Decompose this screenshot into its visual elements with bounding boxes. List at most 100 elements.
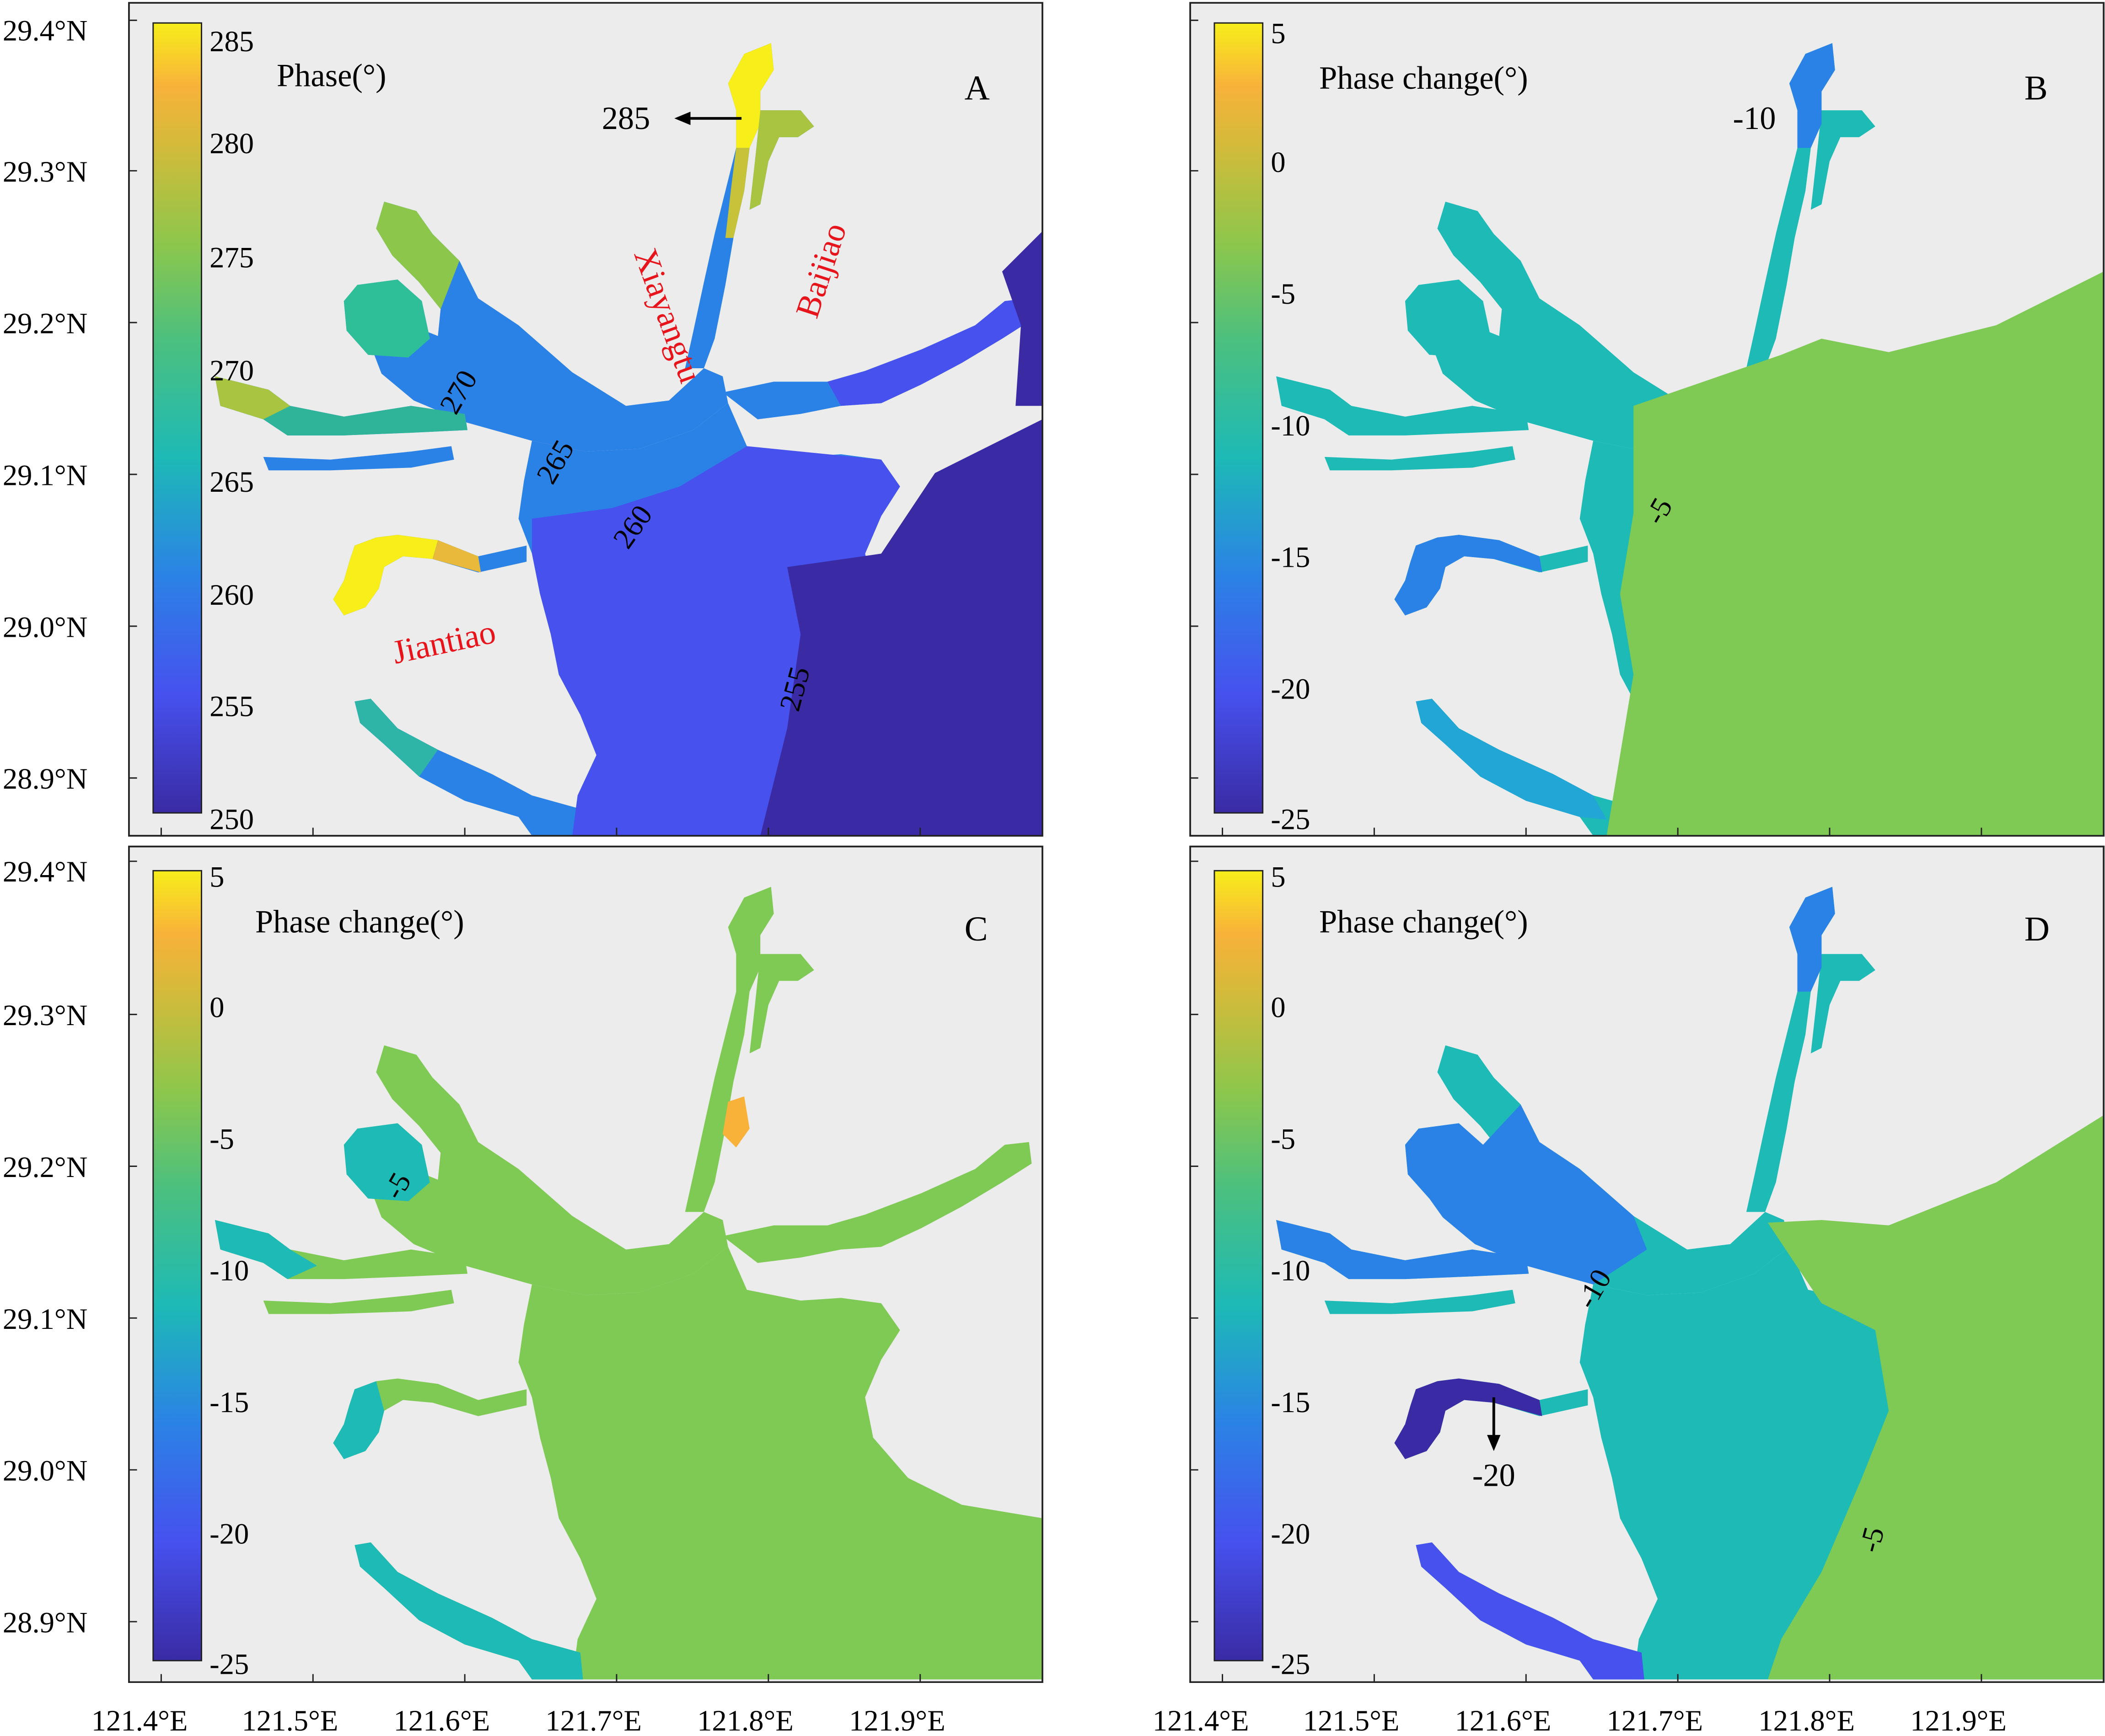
panel-A-letter: A — [965, 69, 990, 107]
contour-label-285: 285 — [602, 101, 650, 136]
x-tick-label: 121.4°E — [91, 1704, 188, 1736]
panel-A-south-inlet — [354, 699, 438, 777]
x-tick-label: 121.5°E — [1303, 1704, 1400, 1736]
panel-D-letter: D — [2024, 909, 2050, 948]
panel-A-jiantiao-mid — [432, 540, 481, 573]
frame-tick-marks — [129, 19, 1982, 1682]
arrow-minus-20-head — [1487, 1435, 1501, 1451]
x-axis-left: 121.4°E 121.5°E 121.6°E 121.7°E 121.8°E … — [91, 1704, 945, 1736]
panel-D-south-inlet — [1416, 1542, 1644, 1680]
panel-A-east-channel — [827, 298, 1032, 406]
panel-C-west-channel — [215, 1220, 317, 1279]
colorbar-tick: -10 — [209, 1254, 249, 1287]
y-tick-label: 29.4°N — [3, 855, 88, 888]
colorbar-tick: 0 — [1271, 145, 1285, 178]
contour-label-minus-20: -20 — [1472, 1457, 1515, 1493]
y-axis-bottom: 29.4°N 29.3°N 29.2°N 29.1°N 29.0°N 28.9°… — [3, 855, 88, 1639]
colorbar-tick: -15 — [1271, 541, 1310, 574]
panel-A-baijiao-mid — [725, 148, 750, 238]
colorbar-tick: -15 — [209, 1386, 249, 1419]
panel-C-upper-lobe — [344, 1123, 430, 1201]
colorbar-tick: -10 — [1271, 409, 1310, 442]
y-tick-label: 28.9°N — [3, 1606, 88, 1639]
x-axis-right: 121.4°E 121.5°E 121.6°E 121.7°E 121.8°E … — [1153, 1704, 2007, 1736]
colorbar-B — [1214, 22, 1264, 814]
panel-A-upper-lobe — [344, 279, 430, 358]
y-tick-label: 29.0°N — [3, 1454, 88, 1487]
colorbar-B-ticks: 5 0 -5 -10 -15 -20 -25 — [1271, 16, 1310, 835]
colorbar-C-ticks: 5 0 -5 -10 -15 -20 -25 — [209, 860, 249, 1681]
panel-A — [128, 2, 1043, 837]
panel-D-upper-channel — [1405, 1104, 1647, 1285]
colorbar-tick: -20 — [1271, 672, 1310, 705]
panel-B-south-inlet — [1416, 699, 1607, 820]
colorbar-tick: -25 — [209, 1648, 249, 1681]
colorbar-tick: 5 — [209, 860, 224, 893]
x-tick-label: 121.6°E — [1455, 1704, 1552, 1736]
colorbar-tick: 270 — [209, 354, 254, 387]
x-tick-label: 121.5°E — [242, 1704, 338, 1736]
colorbar-D-ticks: 5 0 -5 -10 -15 -20 -25 — [1271, 860, 1310, 1681]
colorbar-tick: 280 — [209, 127, 254, 160]
colorbar-tick: 0 — [209, 990, 224, 1023]
panel-C — [128, 845, 1043, 1683]
colorbar-tick: 260 — [209, 578, 254, 611]
colorbar-tick: -5 — [209, 1122, 234, 1155]
panel-B-jiantiao — [1394, 535, 1542, 616]
colorbar-tick: 0 — [1271, 990, 1285, 1023]
panel-B-letter: B — [2024, 69, 2048, 107]
x-tick-label: 121.7°E — [1606, 1704, 1703, 1736]
panel-D-baijiao-upper — [1789, 887, 1835, 992]
panel-A-jiantiao-head — [333, 535, 438, 616]
y-tick-label: 29.3°N — [3, 155, 88, 188]
colorbar-D — [1214, 870, 1264, 1661]
panel-B — [1189, 2, 2105, 837]
y-tick-label: 29.2°N — [3, 307, 88, 340]
panel-A-east-coast — [1002, 231, 1042, 406]
y-tick-label: 29.4°N — [3, 14, 88, 47]
panel-D-west-channel — [1276, 1220, 1529, 1279]
panel-A-deepest-sea — [760, 419, 1042, 836]
panel-A-west-tip — [215, 376, 290, 419]
x-tick-label: 121.7°E — [545, 1704, 642, 1736]
colorbar-A-ticks: 285 280 275 270 265 260 255 250 — [209, 25, 254, 835]
colorbar-tick: -5 — [1271, 1122, 1295, 1155]
panel-B-sea-green — [1606, 271, 2104, 836]
colorbar-tick: 255 — [209, 690, 254, 723]
panel-A-xiayangtu-upper — [376, 201, 460, 309]
x-tick-label: 121.9°E — [1910, 1704, 2007, 1736]
colorbar-C-label: Phase change(°) — [255, 904, 464, 940]
panel-A-baijiao-branch — [749, 110, 814, 210]
colorbar-tick: 285 — [209, 25, 254, 58]
colorbar-tick: -5 — [1271, 277, 1295, 310]
y-tick-label: 29.0°N — [3, 610, 88, 643]
x-tick-label: 121.6°E — [393, 1704, 490, 1736]
panel-D — [1189, 845, 2105, 1683]
panel-A-northwest-channel — [215, 376, 468, 435]
panel-B-baijiao-upper — [1789, 43, 1835, 148]
y-tick-label: 28.9°N — [3, 762, 88, 795]
colorbar-tick: -25 — [1271, 802, 1310, 835]
x-tick-label: 121.9°E — [849, 1704, 945, 1736]
y-tick-label: 29.1°N — [3, 1302, 88, 1335]
panel-D-jiantiao — [1394, 1378, 1542, 1459]
colorbar-tick: -25 — [1271, 1648, 1310, 1681]
panel-C-jiantiao-head — [333, 1381, 384, 1459]
colorbar-tick: 275 — [209, 241, 254, 274]
panel-A-baijiao-upper — [728, 43, 774, 148]
panel-D-east-green — [1767, 1115, 2104, 1680]
colorbar-tick: -20 — [1271, 1517, 1310, 1550]
colorbar-B-label: Phase change(°) — [1319, 60, 1528, 96]
y-axis-top: 29.4°N 29.3°N 29.2°N 29.1°N 29.0°N 28.9°… — [3, 14, 88, 795]
panel-C-letter: C — [965, 909, 988, 948]
panel-C-baijiao-patch — [723, 1096, 750, 1148]
colorbar-C — [152, 870, 202, 1661]
colorbar-D-label: Phase change(°) — [1319, 904, 1528, 940]
colorbar-tick: 5 — [1271, 16, 1285, 49]
contour-label-minus-10: -10 — [1733, 101, 1776, 136]
x-tick-label: 121.4°E — [1153, 1704, 1249, 1736]
arrow-285-head — [674, 112, 691, 125]
colorbar-tick: 265 — [209, 465, 254, 498]
y-tick-label: 29.3°N — [3, 999, 88, 1032]
